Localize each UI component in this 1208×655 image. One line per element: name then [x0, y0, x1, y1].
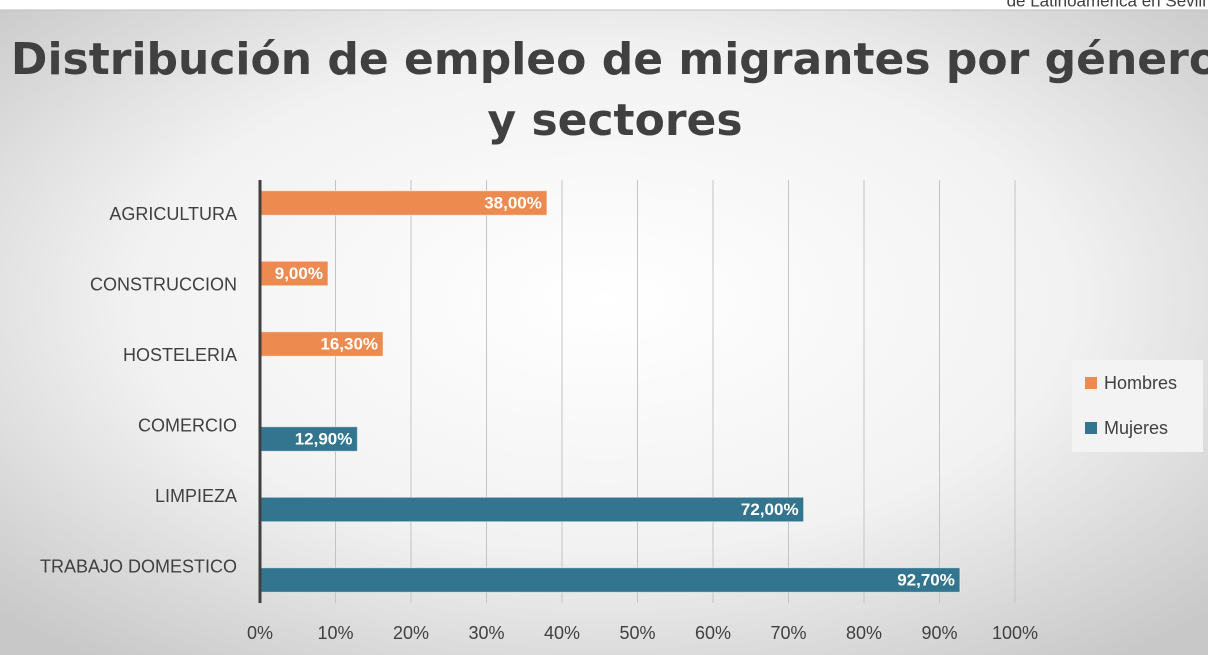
header-note: de Latinoamérica en Sevill: [1007, 0, 1206, 10]
y-tick-label: COMERCIO: [138, 416, 237, 436]
legend-label: Hombres: [1104, 373, 1177, 393]
x-tick-label: 70%: [770, 623, 806, 643]
y-tick-label: AGRICULTURA: [109, 204, 237, 224]
legend-swatch: [1085, 377, 1097, 389]
data-label: 9,00%: [275, 264, 323, 283]
x-tick-label: 100%: [992, 623, 1038, 643]
x-tick-label: 90%: [921, 623, 957, 643]
bar: [259, 331, 384, 357]
bar: [259, 260, 329, 287]
y-tick-label: LIMPIEZA: [155, 486, 237, 506]
bar: [259, 426, 358, 452]
x-tick-label: 50%: [619, 623, 655, 643]
data-label: 92,70%: [897, 570, 955, 589]
legend-swatch: [1085, 422, 1097, 434]
bar: [259, 496, 805, 523]
legend-box: [1072, 360, 1203, 452]
chart-background: [0, 10, 1208, 655]
x-tick-label: 80%: [846, 623, 882, 643]
x-tick-label: 40%: [544, 623, 580, 643]
x-tick-label: 10%: [317, 623, 353, 643]
y-tick-label: TRABAJO DOMESTICO: [40, 557, 237, 577]
x-tick-label: 30%: [468, 623, 504, 643]
x-tick-label: 0%: [247, 623, 273, 643]
data-label: 16,30%: [320, 334, 378, 353]
x-tick-label: 60%: [695, 623, 731, 643]
x-tick-label: 20%: [393, 623, 429, 643]
chart-title: y sectores: [487, 95, 742, 146]
data-label: 12,90%: [295, 429, 353, 448]
bar: [259, 567, 961, 593]
bar: [259, 190, 548, 216]
y-tick-label: CONSTRUCCION: [90, 275, 237, 295]
legend-label: Mujeres: [1104, 418, 1168, 438]
data-label: 38,00%: [484, 193, 542, 212]
data-label: 72,00%: [741, 500, 799, 519]
chart-title: Distribución de empleo de migrantes por …: [11, 34, 1208, 85]
y-tick-label: HOSTELERIA: [123, 345, 237, 365]
